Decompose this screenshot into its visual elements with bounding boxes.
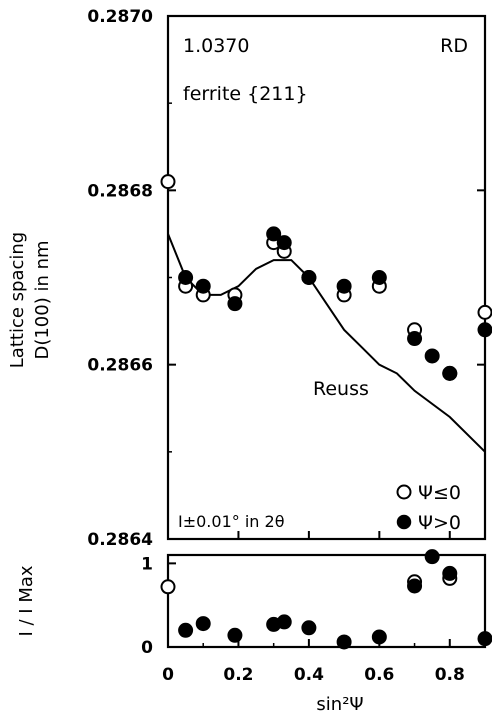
legend: Ψ≤0 Ψ>0 [396, 482, 461, 534]
y-tick-label: 0.2870 [87, 7, 153, 27]
data-point-psi-negative [160, 174, 176, 190]
data-point-psi-positive [266, 226, 282, 242]
data-point-psi-positive [336, 278, 352, 294]
x-tick-label: 0.2 [223, 665, 253, 685]
data-point-psi-positive [195, 278, 211, 294]
data-point-psi-negative [477, 304, 492, 320]
y-tick-label: 0.2864 [87, 530, 153, 550]
y-axis-title-line2: D(100) in nm [32, 240, 53, 359]
intensity-point-psi-positive [442, 565, 458, 581]
x-tick-label: 0 [162, 665, 174, 685]
data-point-psi-positive [407, 331, 423, 347]
x-tick-label: 0.4 [294, 665, 324, 685]
data-point-psi-positive [424, 348, 440, 364]
data-point-psi-positive [227, 296, 243, 312]
intensity-plot-frame [166, 553, 487, 649]
intensity-point-psi-positive [371, 629, 387, 645]
intensity-point-psi-positive [276, 614, 292, 630]
intensity-point-psi-positive [178, 622, 194, 638]
legend-filled-marker [396, 514, 412, 530]
legend-open-marker [396, 484, 412, 500]
direction-label: RD [440, 35, 468, 57]
data-point-psi-positive [301, 270, 317, 285]
intensity-point-psi-positive [424, 549, 440, 565]
y-axis-title-line1: Lattice spacing [7, 232, 28, 368]
y-tick-label: 0.2868 [87, 181, 153, 201]
x-tick-label: 0.6 [364, 665, 394, 685]
data-point-psi-positive [371, 270, 387, 285]
intensity-point-psi-positive [336, 634, 352, 650]
intensity-point-psi-positive [477, 631, 492, 647]
data-point-psi-positive [178, 270, 194, 285]
intensity-point-psi-negative [160, 579, 176, 595]
data-point-psi-positive [276, 235, 292, 251]
intensity-y-tick-label: 1 [141, 554, 153, 574]
intensity-point-psi-positive [301, 620, 317, 636]
reuss-curve [167, 233, 486, 453]
x-tick-label: 0.8 [435, 665, 465, 685]
intensity-y-axis-title: I / I Max [16, 565, 37, 636]
intensity-point-psi-positive [195, 616, 211, 632]
intensity-y-tick-label: 0 [141, 638, 153, 658]
intensity-point-psi-positive [227, 627, 243, 643]
reuss-curve-label: Reuss [313, 378, 369, 400]
legend-filled-label: Ψ>0 [418, 512, 461, 534]
legend-open-label: Ψ≤0 [418, 482, 461, 504]
intensity-point-psi-positive [407, 578, 423, 594]
data-point-psi-positive [477, 322, 492, 338]
phase-label: ferrite {211} [183, 83, 308, 105]
y-tick-label: 0.2866 [87, 356, 153, 376]
x-axis-title: sin²Ψ [316, 694, 363, 715]
material-label: 1.0370 [183, 35, 249, 57]
data-point-psi-positive [442, 365, 458, 381]
resolution-label: Ι±0.01° in 2θ [178, 512, 284, 531]
